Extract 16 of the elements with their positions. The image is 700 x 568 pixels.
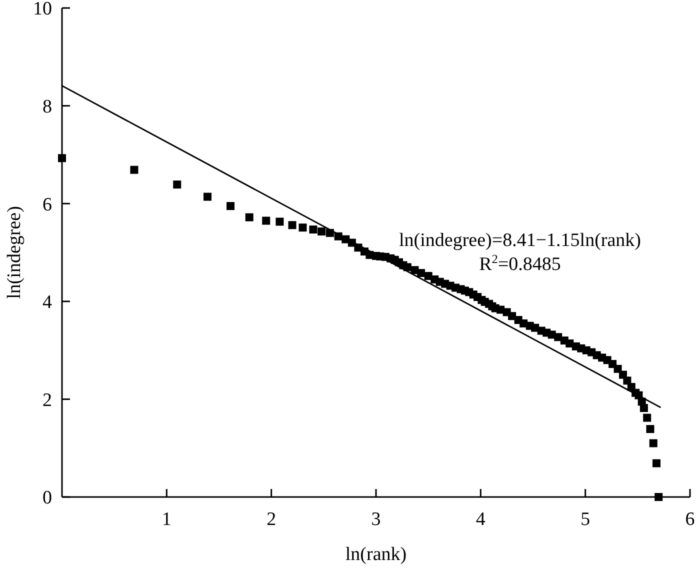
x-tick-label: 4 bbox=[476, 509, 486, 530]
y-tick-label: 10 bbox=[33, 0, 52, 20]
y-tick-label: 2 bbox=[42, 390, 52, 411]
y-tick-label: 6 bbox=[42, 194, 52, 216]
y-axis-title: ln(indegree) bbox=[4, 206, 25, 299]
x-axis-title: ln(rank) bbox=[345, 544, 407, 565]
annotation: R$^{2}$=0.8485 bbox=[479, 252, 561, 275]
annotation: ln(indegree)=8.41−1.15ln(rank) bbox=[399, 230, 641, 251]
x-tick-label: 2 bbox=[266, 509, 276, 530]
y-tick-label: 4 bbox=[42, 292, 52, 314]
x-tick-label: 5 bbox=[580, 509, 590, 530]
y-tick-label: 8 bbox=[42, 96, 52, 118]
x-tick-label: 3 bbox=[371, 509, 381, 530]
x-tick-label: 1 bbox=[162, 509, 172, 530]
x-tick-label: 6 bbox=[685, 509, 695, 530]
y-tick-label: 0 bbox=[42, 488, 52, 509]
